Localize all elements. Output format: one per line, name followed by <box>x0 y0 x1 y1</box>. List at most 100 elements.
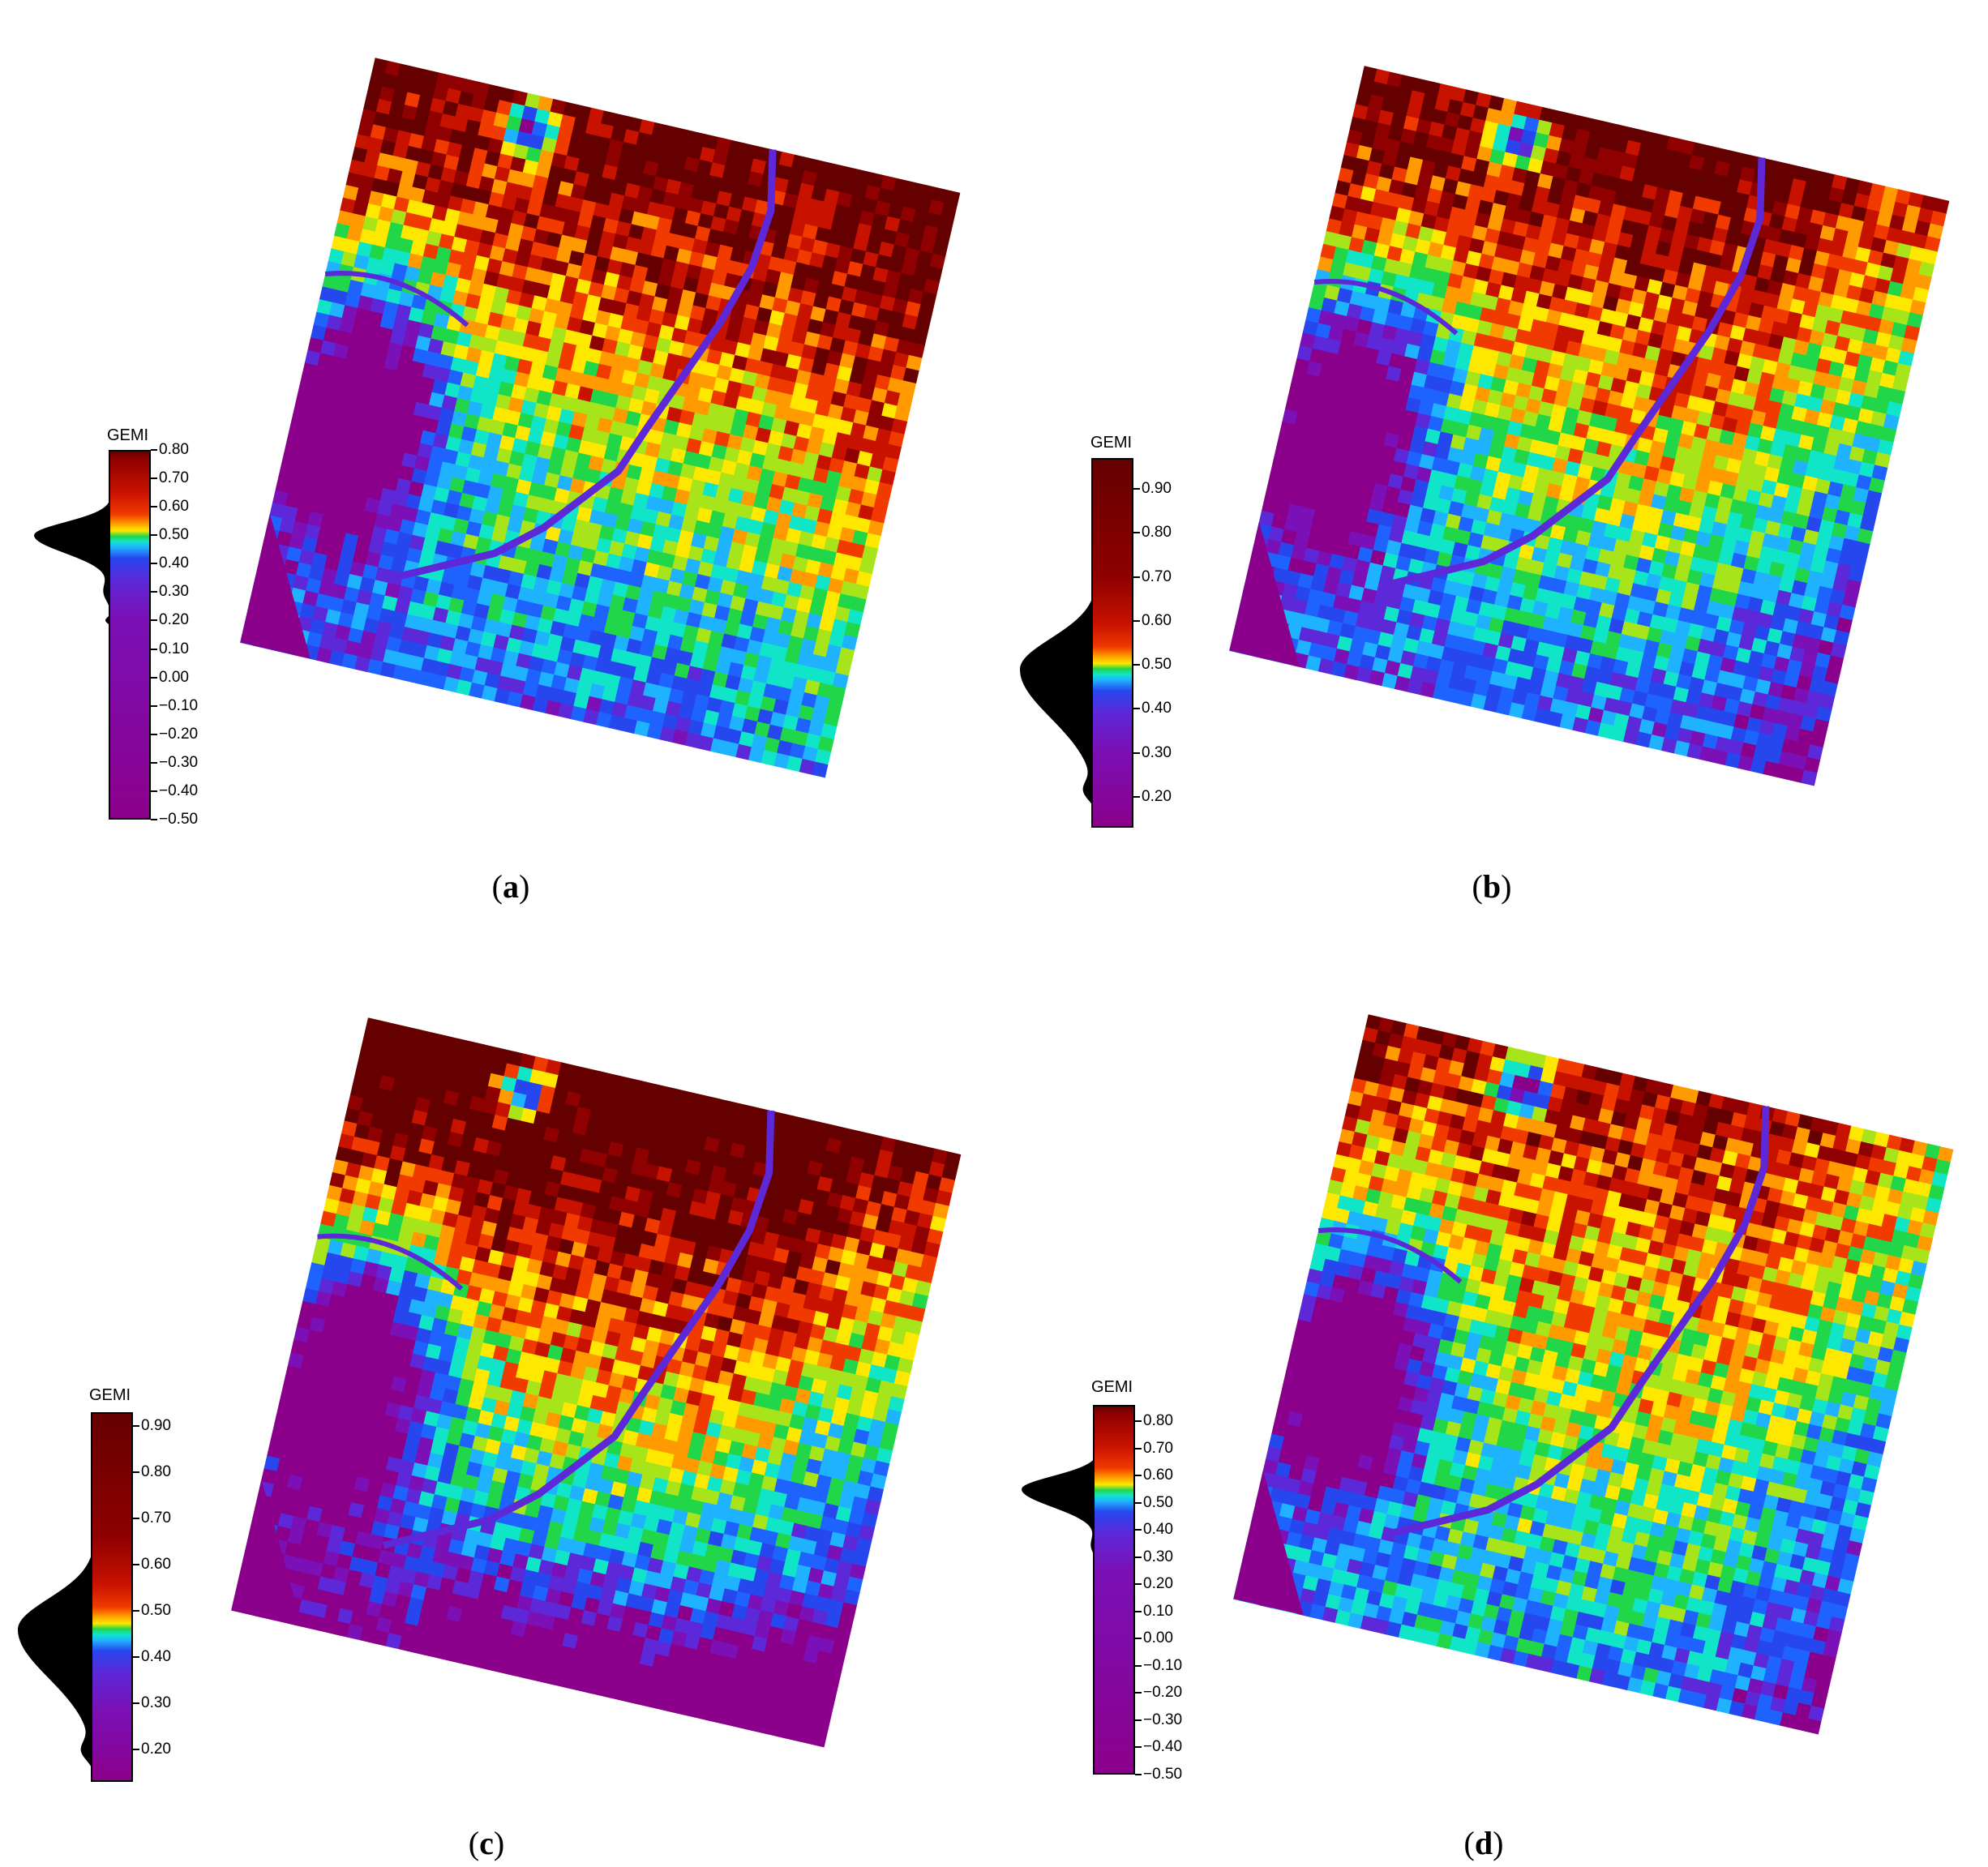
colorbar-tick-label: 0.30 <box>159 583 189 601</box>
legend-title-a: GEMI <box>107 426 149 444</box>
colorbar-tick-mark <box>1135 1556 1142 1558</box>
colorbar-tick-mark <box>1135 1583 1142 1586</box>
colorbar-tick-mark <box>1133 532 1140 534</box>
histogram-shape <box>34 454 112 819</box>
colorbar-b <box>1091 458 1133 828</box>
colorbar-tick-mark <box>151 819 157 820</box>
colorbar-tick-label: 0.50 <box>141 1602 171 1620</box>
colorbar-tick-label: 0.20 <box>1142 788 1172 805</box>
colorbar-tick-mark <box>1133 708 1140 710</box>
colorbar-tick-label: 0.40 <box>141 1648 171 1666</box>
colorbar-tick-mark <box>151 506 157 508</box>
caption-b: (b) <box>1472 868 1512 905</box>
legend-title-b: GEMI <box>1090 434 1133 452</box>
legend-histogram-d <box>1022 1411 1099 1775</box>
colorbar-tick-mark <box>133 1471 139 1474</box>
colorbar-tick-label: 0.70 <box>141 1509 171 1527</box>
colorbar-tick-label: 0.30 <box>1142 743 1172 761</box>
colorbar-tick-label: −0.50 <box>159 811 199 828</box>
colorbar-tick-mark <box>133 1749 139 1751</box>
colorbar-tick-label: 0.40 <box>159 555 189 572</box>
colorbar-tick-label: 0.00 <box>159 668 189 686</box>
colorbar-tick-label: −0.30 <box>1143 1711 1183 1728</box>
colorbar-tick-mark <box>1133 619 1140 622</box>
colorbar-tick-mark <box>1133 796 1140 798</box>
caption-a: (a) <box>491 868 530 905</box>
gemi-map-d <box>1233 1014 1954 1735</box>
colorbar-tick-label: 0.90 <box>1142 480 1172 497</box>
colorbar-tick-mark <box>1135 1447 1142 1449</box>
colorbar-tick-mark <box>1133 576 1140 578</box>
colorbar-tick-label: 0.30 <box>141 1694 171 1712</box>
colorbar-tick-mark <box>1135 1692 1142 1694</box>
colorbar-tick-mark <box>133 1564 139 1566</box>
colorbar-tick-mark <box>1135 1420 1142 1423</box>
colorbar-tick-label: 0.60 <box>1142 611 1172 629</box>
colorbar-tick-label: −0.30 <box>159 753 199 771</box>
colorbar-tick-label: 0.20 <box>141 1741 171 1758</box>
colorbar-a <box>109 450 151 820</box>
sea-area <box>1229 521 1300 667</box>
colorbar-tick-label: −0.20 <box>159 725 199 743</box>
sea-area <box>240 513 311 659</box>
colorbar-tick-mark <box>1135 1746 1142 1749</box>
colorbar-tick-label: 0.00 <box>1143 1629 1173 1647</box>
colorbar-tick-label: 0.70 <box>1142 567 1172 585</box>
legend-histogram-a <box>34 454 112 819</box>
sea-area <box>231 1479 302 1627</box>
colorbar-tick-label: −0.20 <box>1143 1684 1183 1702</box>
colorbar-tick-mark <box>151 534 157 537</box>
colorbar-tick-label: 0.80 <box>159 441 189 458</box>
gemi-map-a <box>240 58 961 778</box>
colorbar-tick-mark <box>133 1425 139 1428</box>
colorbar-tick-label: 0.80 <box>141 1463 171 1481</box>
colorbar-d <box>1093 1405 1135 1775</box>
legend-histogram-c <box>18 1415 96 1779</box>
colorbar-tick-mark <box>133 1518 139 1520</box>
colorbar-tick-label: 0.60 <box>141 1556 171 1574</box>
river <box>389 149 777 582</box>
colorbar-tick-label: 0.60 <box>159 498 189 516</box>
river <box>1378 157 1766 590</box>
colorbar-tick-label: 0.30 <box>1143 1548 1173 1565</box>
colorbar-tick-mark <box>133 1610 139 1612</box>
colorbar-tick-label: 0.70 <box>159 469 189 487</box>
river-arm <box>317 1233 464 1291</box>
map-raster <box>1229 66 1950 786</box>
colorbar-tick-label: 0.50 <box>159 526 189 544</box>
colorbar-tick-label: 0.80 <box>1143 1412 1173 1430</box>
colorbar-tick-mark <box>151 790 157 792</box>
colorbar-tick-mark <box>1135 1664 1142 1667</box>
colorbar-tick-label: −0.40 <box>1143 1738 1183 1756</box>
river-arm <box>324 271 469 328</box>
colorbar-tick-mark <box>151 733 157 735</box>
colorbar-tick-label: 0.10 <box>1143 1602 1173 1620</box>
colorbar-tick-label: −0.40 <box>159 781 199 799</box>
colorbar-tick-mark <box>151 591 157 593</box>
legend-title-d: GEMI <box>1091 1378 1133 1396</box>
colorbar-tick-mark <box>1135 1501 1142 1504</box>
colorbar-c <box>91 1412 133 1782</box>
colorbar-tick-mark <box>151 563 157 565</box>
colorbar-tick-mark <box>151 477 157 480</box>
colorbar-tick-label: 0.50 <box>1142 656 1172 674</box>
colorbar-tick-mark <box>151 704 157 707</box>
colorbar-tick-label: −0.10 <box>1143 1656 1183 1674</box>
colorbar-tick-label: 0.40 <box>1142 700 1172 717</box>
colorbar-tick-label: −0.50 <box>1143 1766 1183 1783</box>
colorbar-tick-mark <box>1135 1529 1142 1531</box>
colorbar-tick-mark <box>151 676 157 679</box>
sea-area <box>1233 1470 1304 1616</box>
colorbar-tick-label: 0.20 <box>159 611 189 629</box>
colorbar-tick-mark <box>133 1702 139 1705</box>
river-arm <box>1313 279 1459 336</box>
colorbar-tick-mark <box>1135 1610 1142 1612</box>
histogram-shape <box>18 1415 96 1779</box>
colorbar-tick-mark <box>1135 1774 1142 1775</box>
gemi-map-c <box>231 1017 962 1748</box>
colorbar-tick-mark <box>1133 664 1140 666</box>
colorbar-tick-mark <box>151 761 157 764</box>
caption-c: (c) <box>468 1825 505 1861</box>
histogram-shape <box>1020 462 1098 827</box>
colorbar-tick-mark <box>151 619 157 622</box>
